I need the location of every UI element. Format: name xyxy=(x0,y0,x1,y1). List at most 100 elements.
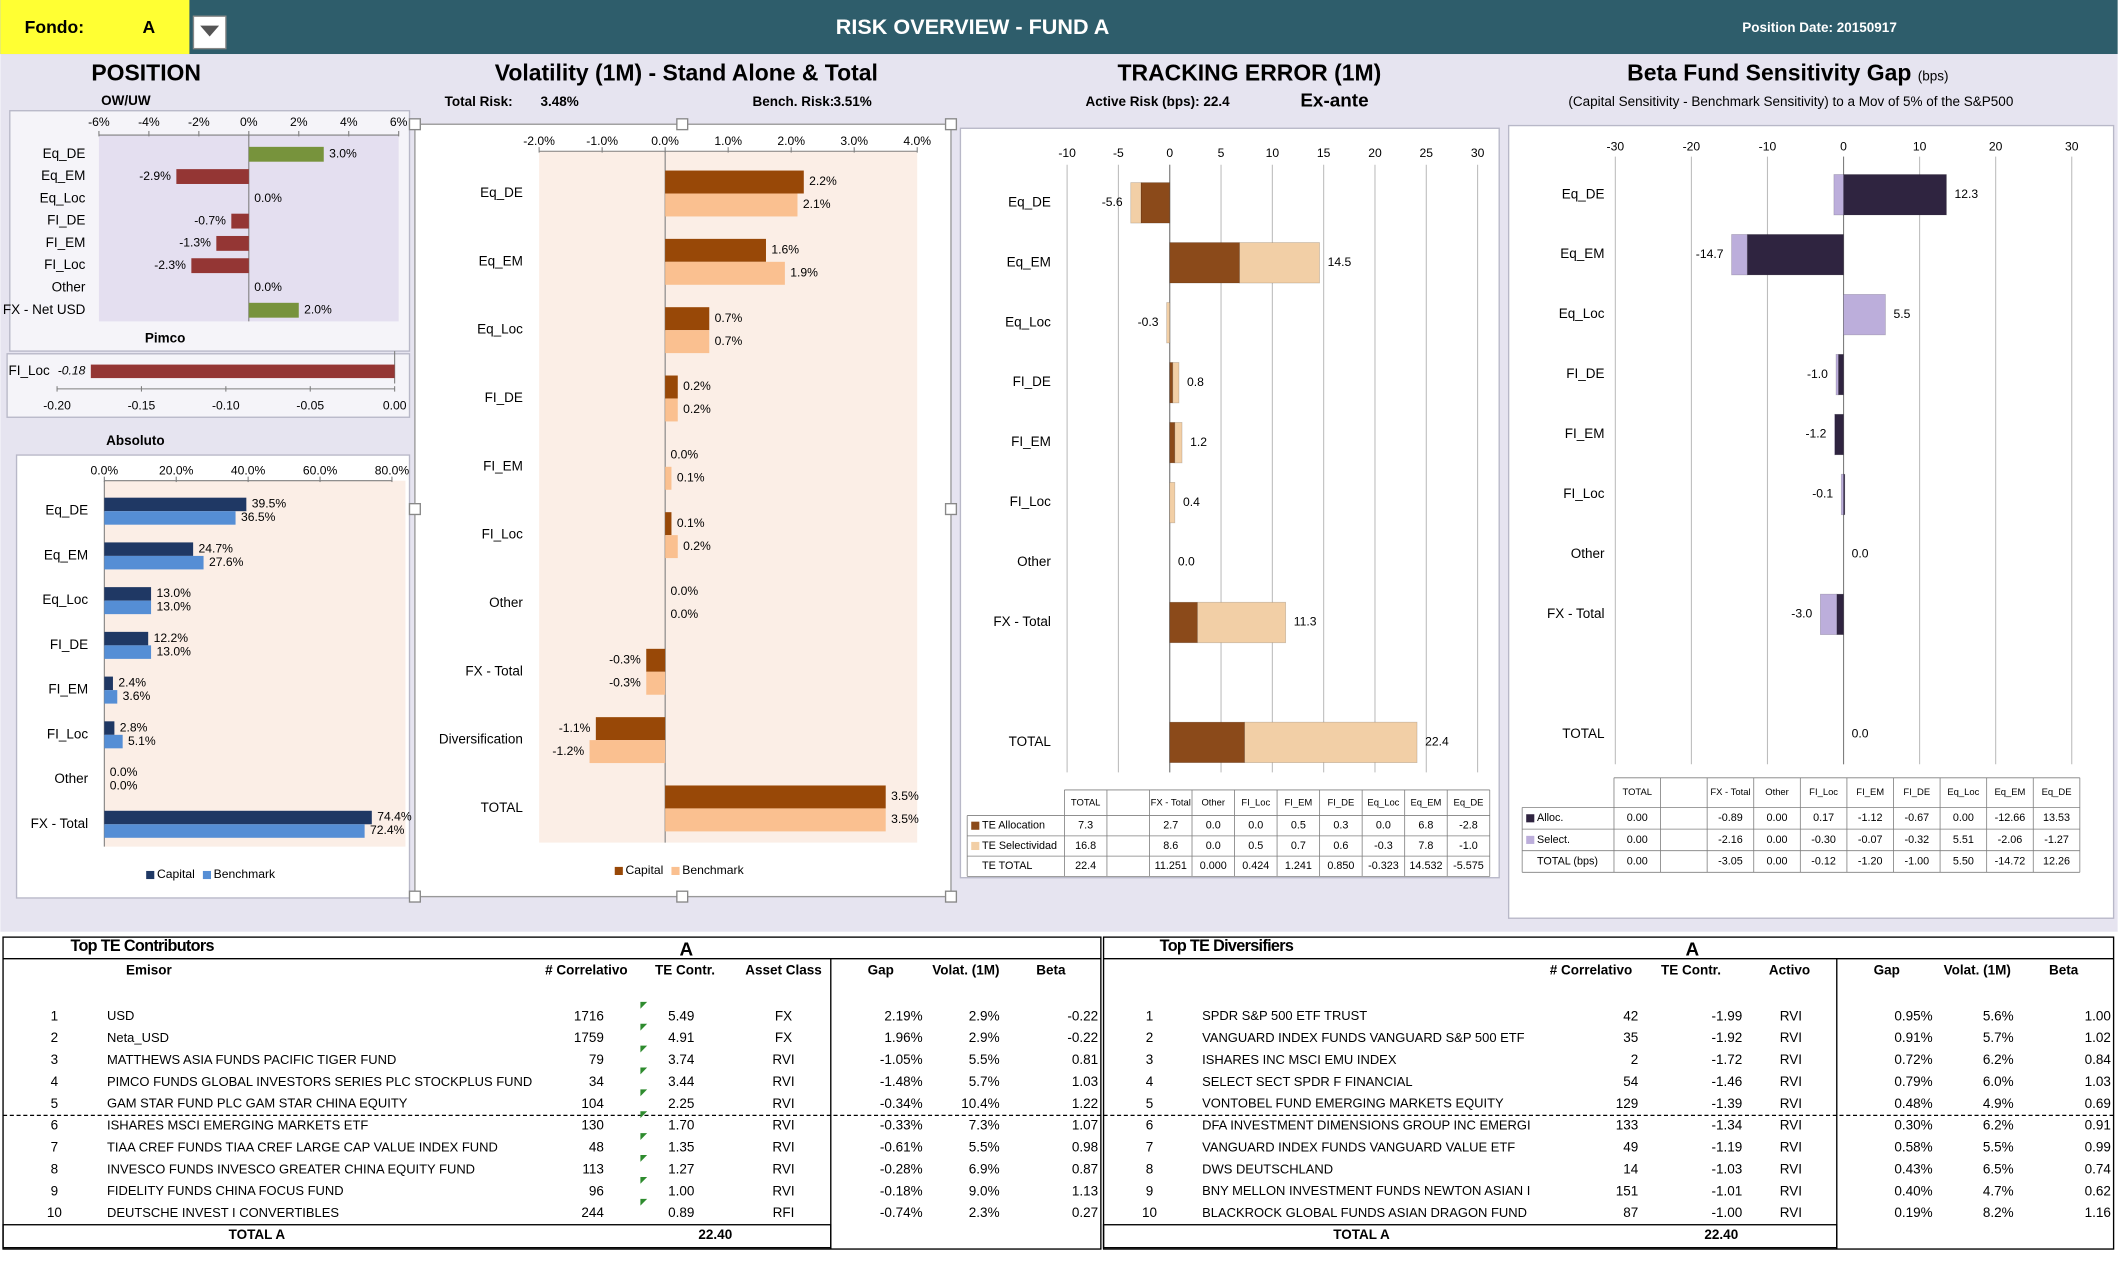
data-label: 0.1% xyxy=(677,516,705,530)
legend-label: TE Allocation xyxy=(982,820,1045,832)
error-flag xyxy=(640,1176,648,1184)
bar-segment xyxy=(1835,353,1839,396)
bar xyxy=(104,511,236,525)
data-label: -2.9% xyxy=(139,169,171,183)
table-cell: Neta_USD xyxy=(107,1030,169,1045)
x-tick-label: 60.0% xyxy=(303,463,338,477)
table-cell: 0.89 xyxy=(668,1205,694,1220)
x-tick-label: -6% xyxy=(88,115,110,129)
table-cell: -0.34% xyxy=(880,1096,923,1111)
handle xyxy=(944,118,958,131)
table-cell: 1716 xyxy=(574,1008,604,1023)
frame xyxy=(6,353,411,418)
dropdown-arrow[interactable] xyxy=(200,25,220,37)
table-cell: 2 xyxy=(1631,1052,1639,1067)
table-cell: BNY MELLON INVESTMENT FUNDS NEWTON ASIAN… xyxy=(1202,1183,1530,1198)
category-label: FI_DE xyxy=(50,637,88,652)
table-cell: 8 xyxy=(1146,1161,1154,1176)
data-label: 5.1% xyxy=(128,734,156,748)
table-cell: 2 xyxy=(1146,1030,1154,1045)
legend-swatch xyxy=(1526,814,1535,823)
data-label: 0.0% xyxy=(254,280,282,294)
dropdown-button[interactable] xyxy=(192,15,227,50)
table-cell: 0.58% xyxy=(1894,1140,1932,1155)
legend-swatch xyxy=(671,866,680,876)
table-cell: 1.07 xyxy=(1072,1118,1098,1133)
table-cell: 0.27 xyxy=(1072,1205,1098,1220)
bar-segment xyxy=(1836,593,1844,635)
category-label: Other xyxy=(1571,546,1605,561)
table-cell: 0.17 xyxy=(1813,812,1834,824)
table-cell: 1.70 xyxy=(668,1118,694,1133)
x-tick-label: 30 xyxy=(2065,139,2079,153)
data-label: 0.0% xyxy=(110,765,138,779)
header-bar xyxy=(0,0,2118,55)
column-header: Activo xyxy=(1769,962,1810,977)
total-cell: TOTAL A xyxy=(229,1227,286,1242)
data-label: 0.8 xyxy=(1187,375,1204,389)
bar xyxy=(589,740,666,764)
bar xyxy=(248,146,324,162)
bar xyxy=(665,512,672,536)
legend-swatch xyxy=(146,870,155,880)
table-cell: -0.67 xyxy=(1904,812,1929,824)
chart-title: Volatility (1M) - Stand Alone & Total xyxy=(495,59,878,85)
chart-title: TRACKING ERROR (1M) xyxy=(1118,59,1382,85)
table-cell: 42 xyxy=(1623,1008,1638,1023)
table-cell: -0.22 xyxy=(1067,1030,1098,1045)
table-cell: DWS DEUTSCHLAND xyxy=(1202,1161,1333,1176)
total-cell: TOTAL A xyxy=(1333,1227,1390,1242)
data-label: 3.6% xyxy=(123,689,151,703)
x-tick-label: -1.0% xyxy=(586,134,618,148)
legend-label: TE Selectividad xyxy=(982,840,1057,852)
table-cell: 8.6 xyxy=(1163,840,1178,852)
table-cell: 7.3 xyxy=(1078,820,1093,832)
column-header: Beta xyxy=(1036,962,1066,977)
table-cell: 1 xyxy=(51,1008,59,1023)
table-cell: 0.98 xyxy=(1072,1140,1098,1155)
category-label: Eq_DE xyxy=(1008,194,1051,209)
x-tick-label: 0% xyxy=(240,115,258,129)
category-label: Eq_EM xyxy=(44,547,88,562)
bar xyxy=(104,555,204,570)
data-label: 2.0% xyxy=(304,302,332,316)
table-cell: -1.48% xyxy=(880,1074,923,1089)
table-cell: 7.3% xyxy=(969,1118,1000,1133)
category-label: FX - Total xyxy=(1547,606,1605,621)
table-cell: 79 xyxy=(589,1052,604,1067)
data-label: 0.0% xyxy=(254,191,282,205)
table-cell: BLACKROCK GLOBAL FUNDS ASIAN DRAGON FUND xyxy=(1202,1205,1527,1220)
table-cell: 1.22 xyxy=(1072,1096,1098,1111)
table-header: FX - Total xyxy=(1151,797,1191,808)
table-cell: -1.00 xyxy=(1904,855,1929,867)
page-title: RISK OVERVIEW - FUND A xyxy=(836,14,1110,39)
bar xyxy=(104,645,152,659)
table-cell: 10 xyxy=(47,1205,62,1220)
chart-title: Absoluto xyxy=(106,433,165,448)
table-cell: -0.22 xyxy=(1067,1008,1098,1023)
table-header: FI_Loc xyxy=(1241,797,1270,808)
table-cell: 0.19% xyxy=(1894,1205,1932,1220)
table-cell: 0.0 xyxy=(1206,820,1221,832)
legend-swatch xyxy=(971,821,980,830)
category-label: FI_EM xyxy=(46,235,86,250)
table-cell: -0.18% xyxy=(880,1183,923,1198)
table-cell: RVI xyxy=(1780,1008,1802,1023)
table-cell: 0.5 xyxy=(1248,840,1263,852)
x-tick-label: 0.00 xyxy=(383,399,407,413)
table-cell: 49 xyxy=(1623,1140,1638,1155)
x-tick-label: 2% xyxy=(290,115,308,129)
table-cell: 0.48% xyxy=(1894,1096,1932,1111)
table-cell: RVI xyxy=(772,1161,794,1176)
data-label: 1.2 xyxy=(1190,435,1207,449)
table-cell: RVI xyxy=(1780,1118,1802,1133)
table-cell: 4.9% xyxy=(1983,1096,2014,1111)
bar-segment xyxy=(1819,593,1838,635)
table-cell: -0.32 xyxy=(1904,834,1929,846)
table-cell: 6.0% xyxy=(1983,1074,2014,1089)
table-cell: 0.91% xyxy=(1894,1030,1932,1045)
column-header: Volat. (1M) xyxy=(932,962,999,977)
table-cell: 1759 xyxy=(574,1030,604,1045)
table-cell: -0.74% xyxy=(880,1205,923,1220)
